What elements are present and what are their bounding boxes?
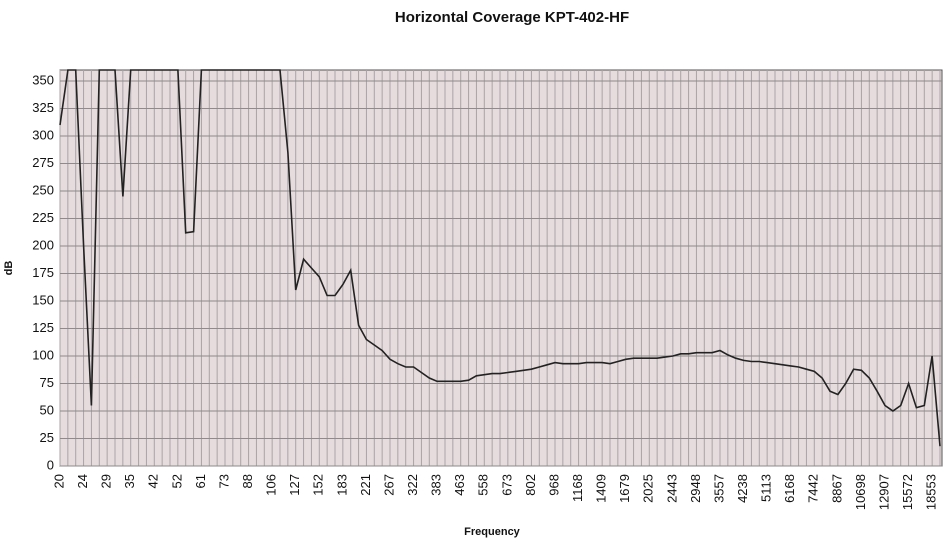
x-tick-label: 968: [546, 474, 561, 496]
x-tick-label: 18553: [924, 474, 939, 510]
x-tick-label: 4238: [735, 474, 750, 503]
y-tick-label: 125: [32, 320, 54, 335]
x-tick-label: 35: [122, 474, 137, 488]
x-tick-label: 673: [499, 474, 514, 496]
x-tick-label: 558: [476, 474, 491, 496]
x-tick-label: 10698: [853, 474, 868, 510]
x-tick-label: 24: [75, 474, 90, 488]
x-tick-label: 152: [311, 474, 326, 496]
x-tick-label: 1168: [570, 474, 585, 502]
y-tick-label: 175: [32, 265, 54, 280]
x-tick-label: 6168: [782, 474, 797, 503]
x-tick-label: 20: [51, 474, 66, 488]
x-tick-label: 1409: [594, 474, 609, 503]
y-tick-label: 100: [32, 347, 54, 362]
x-tick-label: 73: [216, 474, 231, 488]
x-tick-label: 2948: [688, 474, 703, 503]
x-tick-label: 267: [381, 474, 396, 496]
x-tick-label: 7442: [806, 474, 821, 503]
x-tick-label: 88: [240, 474, 255, 488]
x-tick-label: 183: [334, 474, 349, 496]
x-tick-label: 106: [264, 474, 279, 496]
y-tick-label: 325: [32, 100, 54, 115]
x-axis-title: Frequency: [464, 526, 521, 538]
x-tick-label: 463: [452, 474, 467, 496]
x-tick-label: 1679: [617, 474, 632, 503]
y-axis-title: dB: [3, 261, 15, 276]
y-tick-label: 25: [40, 430, 54, 445]
x-tick-label: 61: [193, 474, 208, 488]
x-tick-label: 322: [405, 474, 420, 496]
y-tick-label: 225: [32, 210, 54, 225]
chart-title: Horizontal Coverage KPT-402-HF: [395, 9, 629, 26]
x-tick-label: 383: [429, 474, 444, 496]
x-tick-label: 802: [523, 474, 538, 496]
y-tick-label: 300: [32, 127, 54, 142]
x-tick-label: 2025: [641, 474, 656, 503]
data-line: [59, 69, 941, 447]
y-tick-label: 275: [32, 155, 54, 170]
plot-area: [59, 69, 943, 467]
y-tick-label: 200: [32, 237, 54, 252]
x-tick-label: 12907: [876, 474, 891, 510]
x-tick-label: 3557: [711, 474, 726, 503]
x-tick-label: 127: [287, 474, 302, 496]
x-tick-label: 29: [99, 474, 114, 488]
x-tick-label: 15572: [900, 474, 915, 510]
y-tick-label: 250: [32, 182, 54, 197]
x-tick-label: 52: [169, 474, 184, 488]
y-tick-label: 350: [32, 72, 54, 87]
x-tick-label: 8867: [829, 474, 844, 503]
y-tick-label: 150: [32, 292, 54, 307]
y-tick-label: 0: [47, 457, 54, 472]
x-tick-label: 42: [146, 474, 161, 488]
y-tick-label: 50: [40, 402, 54, 417]
x-tick-label: 2443: [664, 474, 679, 503]
y-tick-label: 75: [40, 375, 54, 390]
x-tick-label: 5113: [759, 474, 774, 502]
x-tick-label: 221: [358, 474, 373, 496]
